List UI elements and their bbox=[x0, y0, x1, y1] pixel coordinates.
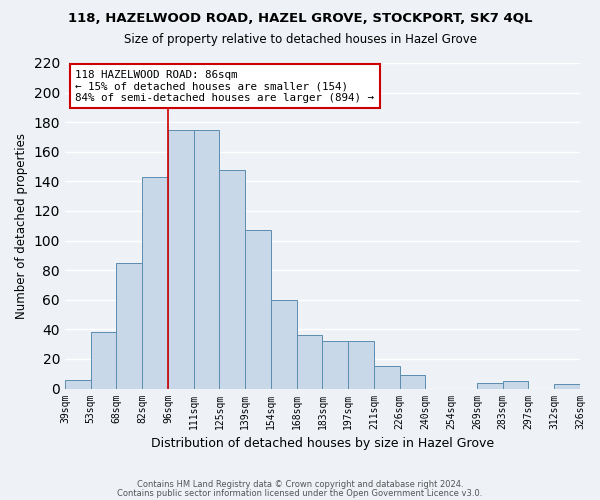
Bar bbox=[503, 381, 529, 388]
Bar bbox=[220, 170, 245, 388]
Bar bbox=[91, 332, 116, 388]
Bar bbox=[65, 380, 91, 388]
Bar bbox=[271, 300, 297, 388]
Text: 118 HAZELWOOD ROAD: 86sqm
← 15% of detached houses are smaller (154)
84% of semi: 118 HAZELWOOD ROAD: 86sqm ← 15% of detac… bbox=[75, 70, 374, 102]
Bar bbox=[142, 177, 168, 388]
Text: Contains HM Land Registry data © Crown copyright and database right 2024.: Contains HM Land Registry data © Crown c… bbox=[137, 480, 463, 489]
Bar bbox=[400, 375, 425, 388]
Bar bbox=[348, 341, 374, 388]
Text: Size of property relative to detached houses in Hazel Grove: Size of property relative to detached ho… bbox=[124, 32, 476, 46]
Bar bbox=[194, 130, 220, 388]
Bar bbox=[322, 341, 348, 388]
Bar bbox=[374, 366, 400, 388]
Bar bbox=[297, 336, 322, 388]
X-axis label: Distribution of detached houses by size in Hazel Grove: Distribution of detached houses by size … bbox=[151, 437, 494, 450]
Bar bbox=[116, 263, 142, 388]
Y-axis label: Number of detached properties: Number of detached properties bbox=[15, 133, 28, 319]
Bar bbox=[168, 130, 194, 388]
Bar bbox=[245, 230, 271, 388]
Bar bbox=[477, 382, 503, 388]
Bar bbox=[554, 384, 580, 388]
Text: 118, HAZELWOOD ROAD, HAZEL GROVE, STOCKPORT, SK7 4QL: 118, HAZELWOOD ROAD, HAZEL GROVE, STOCKP… bbox=[68, 12, 532, 26]
Text: Contains public sector information licensed under the Open Government Licence v3: Contains public sector information licen… bbox=[118, 488, 482, 498]
